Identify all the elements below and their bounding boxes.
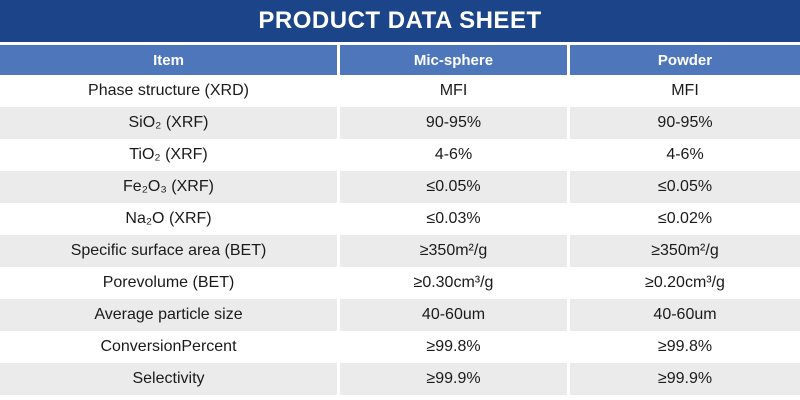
powder-cell: MFI [671,82,699,99]
mic-sphere-cell: MFI [439,82,468,99]
item-cell: Porevolume (BET) [102,274,235,291]
powder-cell: ≥0.20cm³/g [645,274,725,291]
powder-cell: ≥350m²/g [570,235,800,267]
mic-sphere-cell: ≤0.05% [340,171,567,203]
mic-sphere-cell: ≥99.8% [426,338,481,355]
column-header-mic-sphere: Mic-sphere [340,45,567,75]
powder-cell: 40-60um [570,299,800,331]
title-bar: PRODUCT DATA SHEET [0,0,800,42]
item-cell: TiO₂ (XRF) [129,146,208,163]
item-cell: Na₂O (XRF) [125,210,212,227]
item-cell: Phase structure (XRD) [88,82,249,99]
column-header-item: Item [0,45,337,75]
column-header-powder: Powder [570,45,800,75]
mic-sphere-cell: ≤0.03% [426,210,481,227]
powder-cell: 90-95% [570,107,800,139]
item-cell: Selectivity [0,363,337,395]
powder-cell: ≥99.8% [657,338,713,355]
item-cell: Specific surface area (BET) [0,235,337,267]
powder-cell: 4-6% [666,146,704,163]
powder-cell: ≤0.02% [657,210,713,227]
mic-sphere-cell: 40-60um [340,299,567,331]
item-cell: Average particle size [0,299,337,331]
item-cell: SiO₂ (XRF) [0,107,337,139]
powder-cell: ≤0.05% [570,171,800,203]
product-table: Item Mic-sphere Powder Phase structure (… [0,45,800,395]
page-title: PRODUCT DATA SHEET [258,7,542,34]
mic-sphere-cell: 4-6% [434,146,473,163]
mic-sphere-cell: ≥350m²/g [340,235,567,267]
item-cell: Fe₂O₃ (XRF) [0,171,337,203]
mic-sphere-cell: 90-95% [340,107,567,139]
mic-sphere-cell: ≥0.30cm³/g [413,274,494,291]
item-cell: ConversionPercent [100,338,237,355]
mic-sphere-cell: ≥99.9% [340,363,567,395]
powder-cell: ≥99.9% [570,363,800,395]
